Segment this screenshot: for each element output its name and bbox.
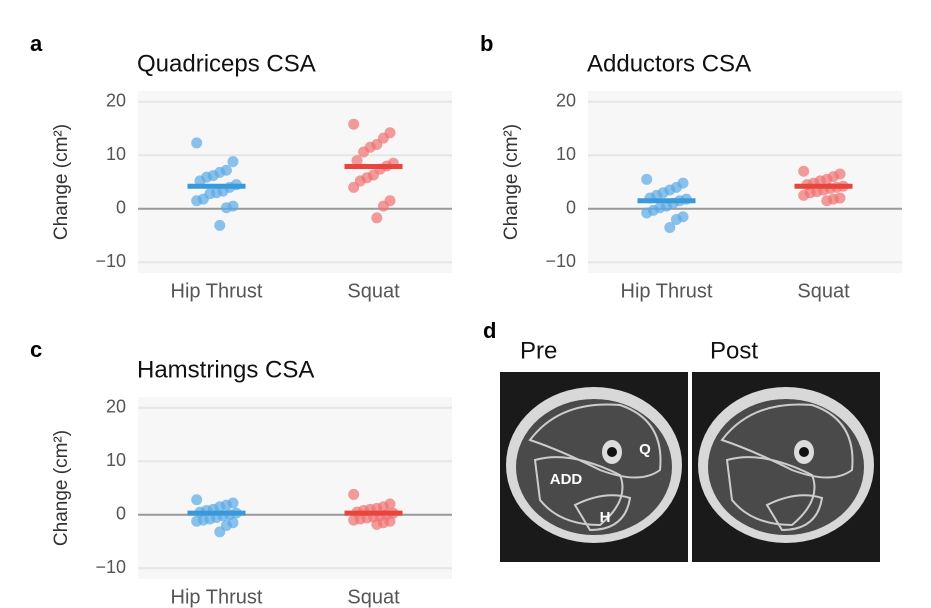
data-point — [351, 155, 363, 167]
y-tick-label: −10 — [95, 251, 126, 271]
data-point — [664, 222, 676, 233]
data-point — [348, 118, 360, 130]
y-tick-label: 0 — [116, 504, 126, 524]
data-point — [821, 195, 833, 207]
chart-title: Adductors CSA — [587, 50, 751, 77]
panel-letter: c — [30, 337, 42, 362]
y-tick-label: 20 — [106, 396, 126, 416]
data-point — [371, 212, 383, 224]
data-point — [371, 518, 383, 530]
x-tick-label: Hip Thrust — [621, 280, 713, 302]
y-tick-label: 10 — [106, 144, 126, 164]
data-point — [641, 173, 653, 185]
y-tick-label: 0 — [116, 198, 126, 218]
y-axis-label: Change (cm²) — [501, 124, 522, 240]
data-point — [191, 515, 203, 527]
y-axis-label: Change (cm²) — [51, 124, 72, 240]
data-point — [191, 195, 203, 207]
region-label: Q — [639, 441, 651, 458]
data-point — [191, 494, 203, 506]
plot-area — [138, 91, 452, 273]
data-point — [348, 181, 360, 193]
y-tick-label: 0 — [566, 198, 576, 218]
y-tick-label: 20 — [106, 90, 126, 110]
data-point — [214, 526, 226, 538]
y-tick-label: −10 — [545, 251, 576, 271]
chart-title: Quadriceps CSA — [137, 50, 316, 77]
data-point — [348, 514, 360, 526]
panel-letter: b — [480, 31, 493, 56]
x-tick-label: Squat — [347, 280, 400, 302]
data-point — [191, 137, 203, 149]
data-point — [194, 175, 206, 187]
data-point — [798, 165, 810, 177]
caption: Pre — [520, 337, 557, 364]
data-point — [670, 213, 682, 225]
chart-title: Hamstrings CSA — [137, 356, 314, 383]
y-tick-label: −10 — [95, 557, 126, 577]
x-tick-label: Hip Thrust — [171, 280, 263, 302]
caption: Post — [710, 337, 758, 364]
panel-letter: a — [30, 31, 43, 56]
y-axis-label: Change (cm²) — [51, 430, 72, 546]
data-point — [348, 488, 360, 500]
region-label: ADD — [550, 471, 583, 488]
y-tick-label: 10 — [556, 144, 576, 164]
data-point — [220, 202, 232, 214]
x-tick-label: Hip Thrust — [171, 586, 263, 608]
mri-images — [500, 372, 880, 562]
data-point — [214, 219, 226, 231]
x-tick-label: Squat — [347, 586, 400, 608]
y-tick-label: 10 — [106, 450, 126, 470]
data-point — [641, 207, 653, 219]
x-tick-label: Squat — [797, 280, 850, 302]
plot-area — [138, 397, 452, 579]
data-point — [227, 156, 239, 168]
plot-area — [588, 91, 902, 273]
data-point — [358, 146, 370, 158]
region-label: H — [600, 509, 611, 526]
data-point — [377, 200, 389, 212]
panel-letter: d — [483, 318, 496, 343]
y-tick-label: 20 — [556, 90, 576, 110]
data-point — [798, 189, 810, 201]
